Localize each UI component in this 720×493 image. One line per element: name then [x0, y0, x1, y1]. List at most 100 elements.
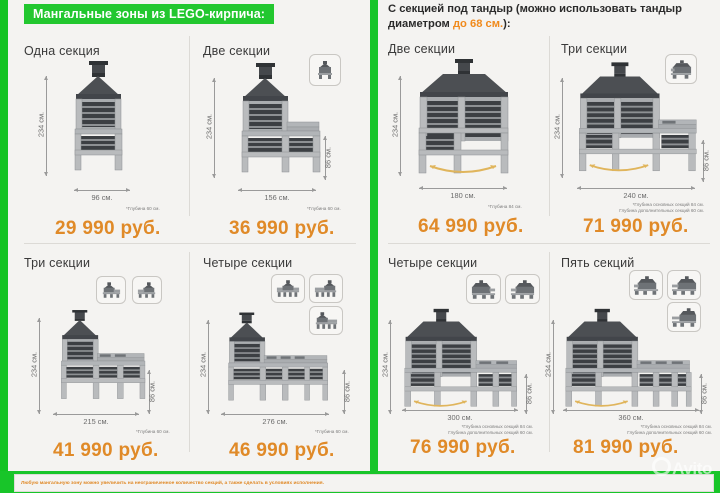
grill-thumb-icon: [510, 279, 535, 299]
height-label-main: 234 см.: [390, 111, 400, 138]
price-label: 76 990 руб.: [410, 437, 516, 458]
right-panel-heading: С секцией под тандыр (можно использовать…: [388, 2, 716, 31]
height-arrow-main: [37, 318, 41, 414]
depth-note-2: Глубина дополнительных секций 60 см.: [619, 208, 704, 213]
left-cell-three-sections: Три секции: [8, 250, 189, 461]
left-vertical-divider-bottom: [189, 252, 190, 452]
grill-illustration-tandyr-2: [408, 58, 520, 176]
grill-thumb-icon: [318, 61, 332, 79]
height-arrow-ext: [701, 140, 705, 182]
left-panel: Мангальные зоны из LEGO-кирпича: Одна се…: [8, 0, 370, 493]
height-arrow-ext: [342, 370, 346, 414]
variant-thumbnail-2[interactable]: [132, 276, 162, 304]
left-cell-one-section: Одна секция: [8, 36, 189, 243]
left-cell-four-sections: Четыре секции: [189, 250, 370, 461]
variant-thumbnail-2[interactable]: [667, 270, 701, 300]
right-vertical-divider-top: [549, 36, 550, 216]
variant-thumbnail-2[interactable]: [309, 274, 343, 303]
price-label: 36 990 руб.: [229, 218, 335, 239]
bottom-banner-text: Любую мангальную зону можно увеличить на…: [21, 480, 324, 486]
width-label: 300 см.: [447, 413, 473, 422]
tandyr-diameter-highlight: до 68 см.: [452, 17, 504, 30]
grill-thumb-icon: [671, 307, 696, 327]
depth-note-1: *Глубина основных секций 84 см.: [461, 424, 533, 429]
cell-title: Три секции: [561, 42, 628, 56]
grill-thumb-icon: [315, 311, 338, 329]
width-arrow: [419, 186, 507, 190]
grill-thumb-icon: [102, 281, 121, 298]
variant-thumbnail-1[interactable]: [466, 274, 501, 304]
bottom-banner-inner: Любую мангальную зону можно увеличить на…: [14, 474, 714, 492]
depth-note-1: *Глубина 60 см.: [126, 206, 160, 211]
height-label-ext: 86 см.: [342, 380, 352, 403]
grill-thumb-icon: [670, 59, 692, 79]
grill-illustration-1: [56, 58, 148, 173]
variant-thumbnail-1[interactable]: [665, 54, 697, 84]
height-label-main: 234 см.: [29, 351, 39, 378]
height-arrow-main: [212, 78, 216, 178]
depth-note-1: *Глубина 84 см.: [488, 204, 522, 209]
variant-thumbnail-2[interactable]: [505, 274, 540, 304]
variant-thumbnail-3[interactable]: [667, 302, 701, 332]
width-label: 96 см.: [91, 193, 113, 202]
grill-thumb-icon: [276, 279, 300, 297]
variant-thumbnail-3[interactable]: [309, 306, 343, 335]
cell-title: Одна секция: [24, 44, 100, 58]
depth-note-1: *Глубина основных секций 84 см.: [632, 202, 704, 207]
height-arrow-main: [551, 320, 555, 414]
variant-thumbnail-1[interactable]: [271, 274, 305, 303]
bottom-banner: Любую мангальную зону можно увеличить на…: [0, 471, 720, 493]
height-label-main: 234 см.: [36, 111, 46, 138]
height-arrow-ext: [323, 136, 327, 180]
width-label: 360 см.: [618, 413, 644, 422]
variant-thumbnail-1[interactable]: [96, 276, 126, 304]
cell-title: Две секции: [203, 44, 271, 58]
variant-thumbnail-1[interactable]: [309, 54, 341, 86]
width-label: 180 см.: [450, 191, 476, 200]
right-cell-five-sections: Пять секций: [544, 250, 720, 458]
height-label-main: 234 см.: [380, 351, 390, 378]
right-heading-line2-post: ):: [503, 17, 511, 30]
height-arrow-main: [44, 76, 48, 176]
width-arrow: [238, 188, 316, 192]
depth-note-1: *Глубина основных секций 84 см.: [640, 424, 712, 429]
right-horizontal-divider: [388, 243, 710, 244]
right-cell-four-sections: Четыре секции: [378, 250, 549, 458]
variant-thumbnail-1[interactable]: [629, 270, 663, 300]
cell-title: Три секции: [24, 256, 91, 270]
grill-thumb-icon: [471, 279, 496, 299]
cell-title: Четыре секции: [203, 256, 293, 270]
right-cell-two-sections: Две секции: [378, 36, 549, 243]
width-arrow: [577, 186, 695, 190]
width-label: 156 см.: [264, 193, 290, 202]
depth-note-1: *Глубина 60 см.: [307, 206, 341, 211]
price-label: 71 990 руб.: [583, 216, 689, 237]
depth-note-1: *Глубина 60 см.: [136, 429, 170, 434]
grill-thumb-icon: [137, 281, 156, 298]
price-label: 81 990 руб.: [573, 437, 679, 458]
price-label: 29 990 руб.: [55, 218, 161, 239]
depth-note-2: Глубина дополнительных секций 60 см.: [448, 430, 533, 435]
grill-illustration-4: [217, 310, 341, 406]
height-arrow-main: [388, 320, 392, 414]
height-label-ext: 86 см.: [147, 380, 157, 403]
height-label-ext: 86 см.: [699, 382, 709, 405]
height-label-ext: 86 см.: [701, 149, 711, 172]
height-arrow-ext: [147, 370, 151, 414]
left-panel-badge: Мангальные зоны из LEGO-кирпича:: [24, 4, 275, 24]
cell-title: Две секции: [388, 42, 456, 56]
width-label: 215 см.: [83, 417, 109, 426]
height-label-main: 234 см.: [552, 113, 562, 140]
left-cell-two-sections: Две секции: [189, 36, 370, 243]
height-label-ext: 86 см.: [524, 382, 534, 405]
height-arrow-main: [206, 320, 210, 414]
height-label-main: 234 см.: [204, 113, 214, 140]
grill-illustration-2: [223, 60, 345, 175]
width-arrow: [53, 412, 139, 416]
height-arrow-ext: [699, 374, 703, 414]
right-vertical-divider-bottom: [549, 252, 550, 452]
grill-illustration-tandyr-3: [569, 60, 701, 176]
height-label-main: 234 см.: [198, 351, 208, 378]
width-arrow: [74, 188, 130, 192]
